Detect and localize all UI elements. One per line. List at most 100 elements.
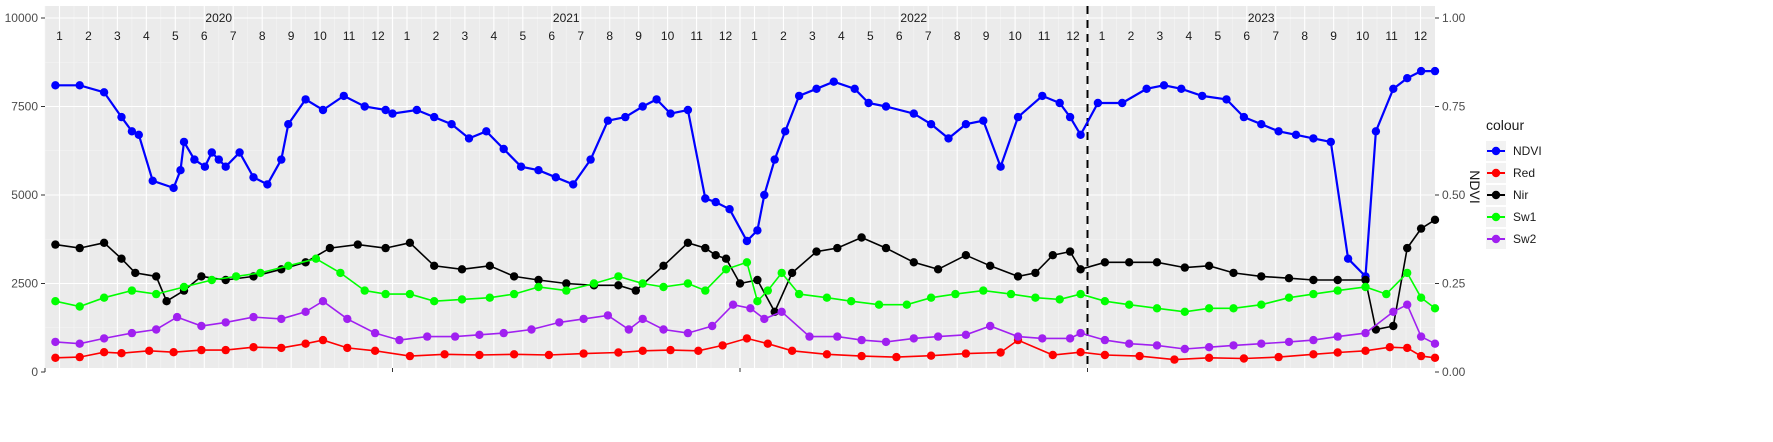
data-point	[249, 173, 258, 182]
data-point	[134, 130, 143, 139]
data-point	[753, 226, 762, 235]
legend-key-point	[1491, 212, 1501, 222]
data-point	[1257, 272, 1266, 281]
month-label: 1	[404, 29, 411, 43]
data-point	[162, 297, 171, 306]
data-point	[1065, 334, 1075, 343]
data-point	[721, 265, 731, 274]
data-point	[534, 275, 543, 285]
data-point	[996, 162, 1005, 171]
data-point	[1361, 328, 1370, 338]
data-point	[197, 321, 206, 331]
data-point	[1333, 275, 1342, 285]
data-point	[760, 190, 769, 200]
month-label: 1	[56, 29, 63, 43]
data-point	[405, 289, 415, 299]
y2-tick-label: 1.00	[1442, 11, 1466, 25]
data-point	[1229, 268, 1238, 278]
data-point	[944, 134, 953, 143]
month-label: 3	[1157, 29, 1164, 43]
data-point	[179, 137, 189, 147]
data-point	[1198, 91, 1207, 101]
data-point	[1006, 289, 1016, 299]
data-point	[746, 304, 755, 313]
data-point	[638, 314, 647, 324]
data-point	[1274, 352, 1283, 362]
month-label: 10	[1008, 29, 1022, 43]
month-label: 11	[1385, 29, 1398, 43]
data-point	[1048, 251, 1058, 260]
data-point	[343, 314, 352, 324]
year-label: 2021	[553, 11, 580, 25]
data-point	[277, 155, 286, 164]
data-point	[1076, 328, 1085, 338]
data-point	[728, 300, 738, 309]
data-point	[1416, 293, 1426, 302]
data-point	[1284, 274, 1294, 283]
month-label: 2	[1128, 29, 1135, 43]
data-point	[822, 350, 832, 359]
data-point	[457, 265, 467, 274]
series-layer	[51, 66, 1440, 364]
data-point	[127, 328, 137, 338]
data-point	[1076, 130, 1085, 139]
data-point	[1389, 307, 1398, 316]
data-point	[1038, 91, 1047, 101]
data-point	[339, 91, 348, 101]
data-point	[1013, 272, 1023, 281]
data-point	[701, 243, 710, 253]
data-point	[711, 251, 720, 260]
data-point	[1403, 343, 1412, 353]
month-label: 1	[1099, 29, 1106, 43]
data-point	[284, 120, 293, 129]
data-point	[544, 350, 554, 360]
data-point	[1055, 295, 1064, 304]
data-point	[405, 238, 415, 247]
data-point	[231, 272, 241, 281]
data-point	[652, 95, 661, 104]
data-point	[214, 155, 223, 164]
data-point	[482, 127, 491, 136]
month-label: 7	[925, 29, 932, 43]
data-point	[75, 243, 84, 253]
data-point	[1100, 258, 1110, 267]
data-point	[1100, 350, 1110, 360]
month-label: 8	[606, 29, 613, 43]
legend-item-sw2: Sw2	[1486, 229, 1537, 249]
data-point	[207, 275, 216, 285]
data-point	[986, 321, 995, 331]
data-point	[961, 120, 971, 129]
data-point	[1333, 286, 1342, 295]
data-point	[1385, 343, 1395, 352]
data-point	[760, 314, 769, 324]
data-point	[301, 95, 310, 104]
data-point	[881, 337, 891, 347]
data-point	[412, 105, 421, 115]
month-label: 4	[143, 29, 150, 43]
month-label: 6	[896, 29, 903, 43]
x-axis-bottom	[44, 368, 1088, 372]
data-point	[777, 307, 786, 316]
data-point	[833, 332, 842, 341]
y2-tick-label: 0.50	[1442, 188, 1466, 202]
data-point	[1125, 300, 1134, 309]
data-point	[1180, 307, 1190, 316]
data-point	[742, 334, 752, 343]
data-point	[516, 162, 526, 171]
month-labels: 1 2 3 4 5 6 7 8 9 10 11 12 1 2 3 4 5 6 7 8 9 10 11 12 1 2 3 4 5 6 7 8 9 1…	[56, 29, 1427, 43]
data-point	[509, 272, 519, 281]
data-point	[499, 328, 508, 338]
series-line	[55, 219, 1436, 331]
data-point	[1430, 339, 1440, 348]
year-label: 2023	[1248, 11, 1275, 25]
data-point	[256, 268, 265, 278]
data-point	[1152, 304, 1162, 313]
series-nir	[51, 215, 1440, 334]
data-point	[742, 258, 752, 267]
data-point	[701, 286, 710, 295]
data-point	[117, 112, 126, 122]
data-point	[1204, 343, 1214, 352]
data-point	[172, 312, 182, 322]
data-point	[1031, 268, 1040, 278]
data-point	[145, 346, 154, 355]
